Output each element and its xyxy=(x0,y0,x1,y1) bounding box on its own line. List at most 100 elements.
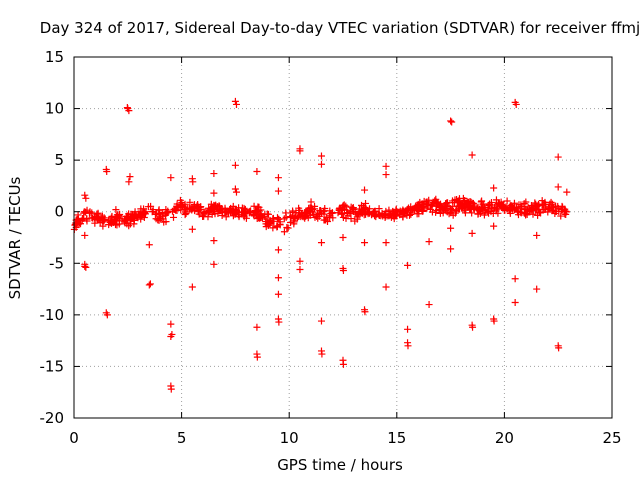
outlier-point xyxy=(339,234,347,241)
band-point xyxy=(494,204,502,212)
band-point xyxy=(320,207,328,215)
x-tick-label: 10 xyxy=(280,429,299,447)
band-point xyxy=(302,210,310,218)
band-point xyxy=(392,206,400,214)
band-point xyxy=(389,207,397,215)
x-tick-label: 20 xyxy=(495,429,514,447)
outlier-point xyxy=(425,301,433,309)
band-point xyxy=(419,200,427,208)
band-point xyxy=(160,218,168,226)
band-point xyxy=(238,204,246,212)
band-point xyxy=(423,204,431,212)
outlier-point xyxy=(275,318,283,326)
outlier-point xyxy=(253,353,261,361)
outlier-point xyxy=(210,189,218,197)
band-point xyxy=(163,209,171,217)
band-point xyxy=(349,204,357,212)
band-point xyxy=(246,208,254,216)
band-point xyxy=(260,213,268,221)
band-point xyxy=(468,209,476,217)
band-point xyxy=(492,196,500,204)
outlier-point xyxy=(317,152,325,160)
outlier-point xyxy=(296,265,304,273)
band-point xyxy=(162,206,170,214)
band-point xyxy=(524,203,532,211)
band-point xyxy=(231,209,239,217)
band-point xyxy=(456,201,464,209)
band-point xyxy=(404,205,412,213)
outlier-point xyxy=(210,260,218,268)
band-point xyxy=(186,198,194,206)
outlier-point xyxy=(103,311,111,319)
band-point xyxy=(180,203,188,211)
outlier-point xyxy=(404,325,412,333)
outlier-point xyxy=(361,308,369,316)
x-tick-label: 15 xyxy=(387,429,406,447)
outlier-point xyxy=(447,117,455,125)
band-point xyxy=(78,215,86,223)
band-point xyxy=(357,208,365,216)
band-point xyxy=(470,204,478,212)
outlier-point xyxy=(339,267,347,275)
band-point xyxy=(114,214,122,222)
band-point xyxy=(362,205,370,213)
y-tick-label: -10 xyxy=(40,306,65,324)
band-point xyxy=(294,214,302,222)
x-tick-label: 25 xyxy=(602,429,621,447)
band-point xyxy=(189,205,197,213)
outlier-point xyxy=(274,174,282,182)
band-point xyxy=(561,210,569,218)
band-point xyxy=(307,198,315,206)
band-point xyxy=(112,206,120,214)
band-point xyxy=(144,203,152,211)
y-tick-label: -20 xyxy=(40,409,65,427)
band-point xyxy=(99,222,107,230)
outlier-point xyxy=(317,239,325,247)
band-point xyxy=(522,209,530,217)
band-point xyxy=(432,208,440,216)
band-point xyxy=(215,206,223,214)
outlier-point xyxy=(81,191,89,199)
band-point xyxy=(514,207,522,215)
band-point xyxy=(545,205,553,213)
outlier-point xyxy=(274,187,282,195)
band-point xyxy=(273,223,281,231)
band-point xyxy=(382,207,390,215)
band-point xyxy=(123,212,131,220)
band-point xyxy=(290,216,298,224)
outlier-point xyxy=(123,104,131,112)
outlier-point xyxy=(490,184,498,192)
outlier-point xyxy=(253,167,261,175)
band-point xyxy=(74,221,82,229)
outlier-point xyxy=(533,231,541,239)
outlier-point xyxy=(382,283,390,291)
band-point xyxy=(254,203,262,211)
band-point xyxy=(432,195,440,203)
outlier-point xyxy=(188,225,196,233)
outlier-point xyxy=(317,160,325,168)
band-point xyxy=(534,206,542,214)
band-point xyxy=(232,206,240,214)
band-point xyxy=(428,201,436,209)
band-point xyxy=(202,208,210,216)
outlier-point xyxy=(511,275,519,283)
band-point xyxy=(280,228,288,236)
band-point xyxy=(241,209,249,217)
band-point xyxy=(121,217,129,225)
band-point xyxy=(269,224,277,232)
outlier-point xyxy=(81,262,89,270)
outlier-point xyxy=(167,174,175,182)
outlier-point xyxy=(448,118,456,126)
band-point xyxy=(222,213,230,221)
band-point xyxy=(419,207,427,215)
outlier-point xyxy=(274,274,282,282)
y-tick-label: 15 xyxy=(45,48,64,66)
band-point xyxy=(522,198,530,206)
outlier-point xyxy=(511,298,519,306)
band-point xyxy=(557,212,565,220)
band-point xyxy=(176,196,184,204)
band-point xyxy=(461,204,469,212)
band-point xyxy=(190,201,198,209)
band-point xyxy=(418,207,426,215)
band-point xyxy=(476,205,484,213)
